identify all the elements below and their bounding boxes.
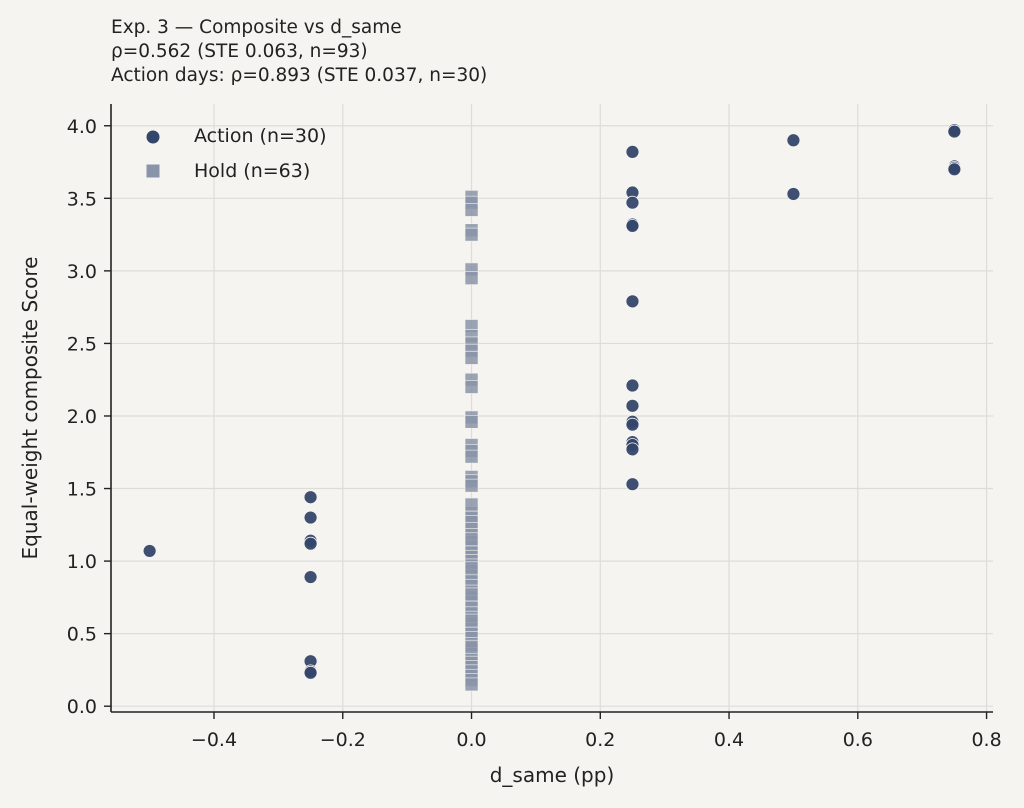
y-tick-label: 1.0	[67, 551, 97, 573]
x-tick-label: 0.4	[714, 729, 744, 751]
x-tick-label: −0.4	[191, 729, 237, 751]
action-point	[625, 218, 640, 233]
y-tick-label: 0.5	[67, 624, 97, 646]
legend-action-label: Action (n=30)	[194, 125, 327, 147]
action-point	[303, 490, 318, 505]
x-tick-label: 0.2	[585, 729, 615, 751]
x-tick-label: 0.0	[456, 729, 486, 751]
action-point	[786, 187, 801, 201]
action-point	[303, 570, 318, 584]
x-tick-label: 0.8	[971, 729, 1001, 751]
hold-point	[464, 532, 479, 547]
action-point	[786, 133, 801, 148]
y-axis-label: Equal-weight composite Score	[18, 257, 42, 560]
chart-subtitle-2: Action days: ρ=0.893 (STE 0.037, n=30)	[111, 65, 488, 86]
hold-point	[464, 227, 479, 242]
hold-point	[464, 380, 479, 394]
legend-hold-label: Hold (n=63)	[194, 160, 310, 182]
legend-action-marker	[146, 130, 160, 144]
x-tick-label: −0.2	[320, 729, 366, 751]
hold-point	[464, 449, 479, 464]
hold-point	[464, 497, 479, 512]
hold-point	[464, 561, 479, 576]
hold-point	[464, 639, 479, 654]
chart-title: Exp. 3 — Composite vs d_same	[111, 17, 402, 38]
y-tick-label: 2.0	[67, 406, 97, 428]
action-point	[625, 442, 640, 457]
hold-series	[464, 190, 479, 692]
y-tick-label: 2.5	[67, 333, 97, 355]
action-point	[625, 195, 640, 210]
y-tick-label: 0.0	[67, 696, 97, 718]
hold-point	[464, 478, 479, 493]
chart-subtitle-1: ρ=0.562 (STE 0.063, n=93)	[111, 41, 368, 62]
y-tick-label: 3.5	[67, 188, 97, 210]
action-point	[625, 378, 640, 393]
hold-point	[464, 414, 479, 429]
y-tick-label: 1.5	[67, 479, 97, 501]
y-tick-label: 3.0	[67, 261, 97, 283]
hold-point	[464, 271, 479, 285]
action-point	[947, 124, 962, 139]
x-ticks: −0.4 −0.2 0.0 0.2 0.4 0.6 0.8	[191, 712, 1002, 751]
action-point	[303, 536, 318, 551]
hold-point	[464, 351, 479, 365]
action-point	[625, 294, 640, 309]
action-series	[142, 123, 962, 680]
y-tick-label: 4.0	[67, 116, 97, 138]
legend-hold-marker	[146, 164, 160, 178]
legend: Action (n=30) Hold (n=63)	[146, 125, 327, 182]
hold-point	[464, 677, 479, 692]
hold-point	[464, 203, 479, 217]
grid-lines	[111, 104, 993, 712]
action-point	[303, 665, 318, 680]
axes	[110, 104, 993, 713]
y-ticks: 0.0 0.5 1.0 1.5 2.0 2.5 3.0 3.5 4.0	[67, 116, 111, 718]
action-point	[625, 144, 640, 159]
action-point	[625, 417, 640, 432]
hold-point	[464, 613, 479, 628]
action-point	[303, 510, 318, 525]
action-point	[142, 544, 157, 558]
x-tick-label: 0.6	[843, 729, 873, 751]
hold-point	[464, 587, 479, 602]
action-point	[625, 398, 640, 413]
x-axis-label: d_same (pp)	[490, 763, 615, 787]
action-point	[625, 477, 640, 492]
action-point	[947, 162, 962, 177]
chart-title-block: Exp. 3 — Composite vs d_same ρ=0.562 (ST…	[111, 16, 487, 88]
